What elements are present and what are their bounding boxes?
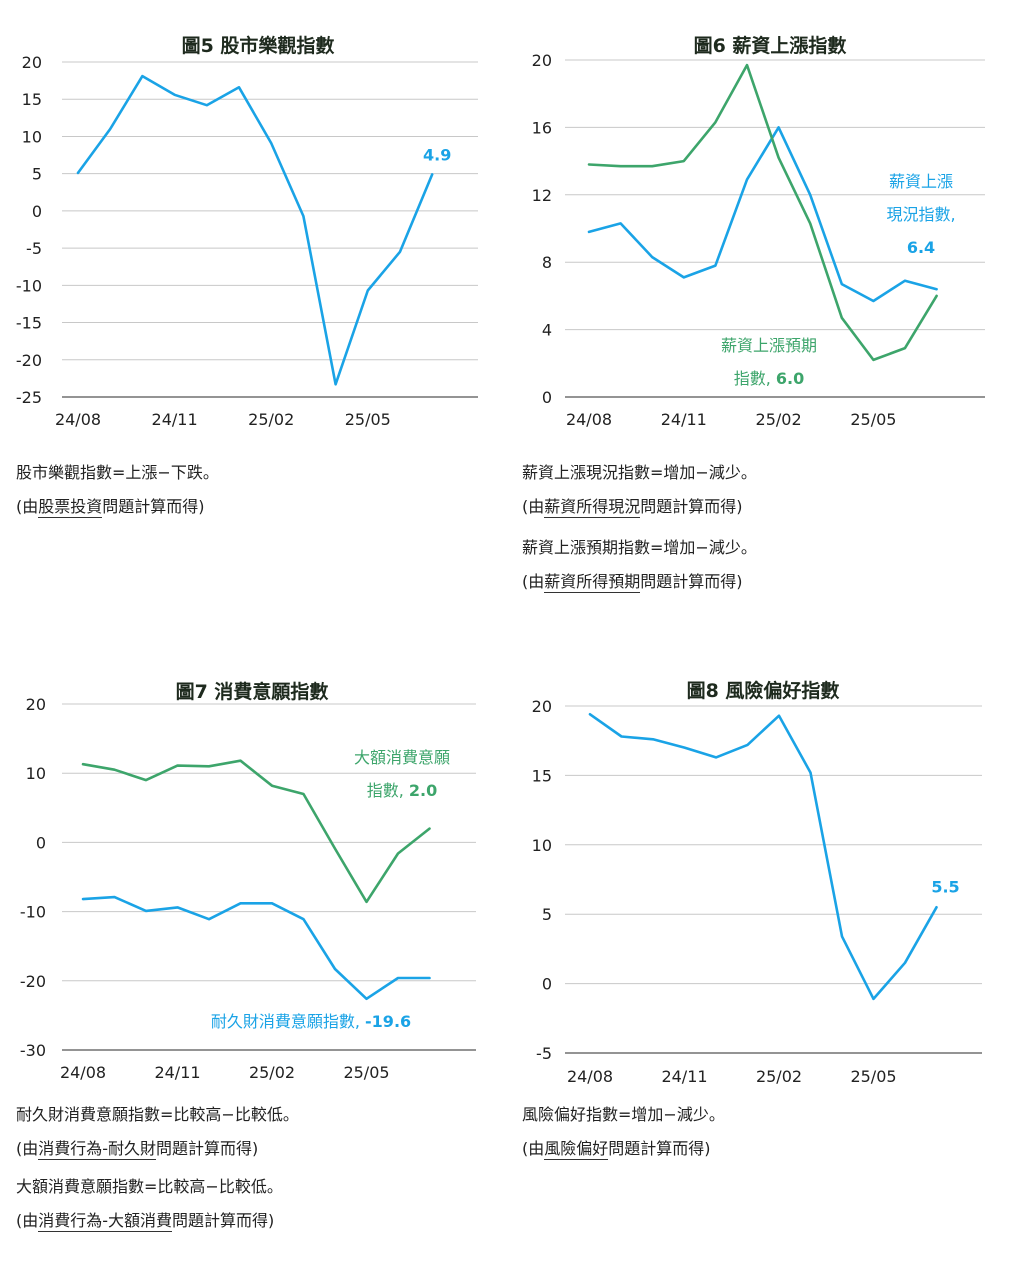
x-tick-label: 25/02 xyxy=(756,410,802,429)
chart-note: (由消費行為-大額消費問題計算而得) xyxy=(16,1211,275,1232)
series-line-blue xyxy=(587,126,938,303)
chart-c7: 圖7 消費意願指數 20 10 0 -10 -20 -30 24/08 24/11 25/02 25… xyxy=(20,680,476,1082)
chart-note: (由薪資所得現況問題計算而得) xyxy=(522,497,743,518)
y-tick-label: 15 xyxy=(532,766,552,785)
series-label-line: 薪資上漲 xyxy=(889,172,953,191)
x-tick-label: 24/11 xyxy=(661,1067,707,1086)
chart-note: (由股票投資問題計算而得) xyxy=(16,497,205,518)
y-tick-label: 10 xyxy=(22,127,42,146)
chart-note: 大額消費意願指數=比較高−比較低。 xyxy=(16,1177,283,1196)
series-line-blue xyxy=(588,712,938,1001)
y-tick-label: 20 xyxy=(26,695,46,714)
y-tick-label: 10 xyxy=(532,836,552,855)
note-underlined-term: 薪資所得預期 xyxy=(544,572,641,593)
y-tick-label: 20 xyxy=(532,51,552,70)
x-tick-label: 24/11 xyxy=(154,1063,200,1082)
chart-note: (由風險偏好問題計算而得) xyxy=(522,1139,711,1160)
series-label-line: 現況指數, xyxy=(886,205,955,224)
y-tick-label: -5 xyxy=(536,1044,552,1063)
y-tick-label: 0 xyxy=(36,833,46,852)
chart-c8: 圖8 風險偏好指數 20 15 10 5 0 -5 24/08 24/11 25/02 25/05 5… xyxy=(532,679,982,1086)
y-tick-label: 5 xyxy=(542,905,552,924)
series-label-line: 大額消費意願 xyxy=(354,748,450,767)
chart-title: 圖6 薪資上漲指數 xyxy=(694,34,847,57)
y-tick-label: 0 xyxy=(542,975,552,994)
y-tick-label: 0 xyxy=(542,388,552,407)
x-tick-label: 24/08 xyxy=(567,1067,613,1086)
y-tick-label: 8 xyxy=(542,253,552,272)
chart-title: 圖5 股市樂觀指數 xyxy=(182,34,335,57)
chart-note: 薪資上漲預期指數=增加−減少。 xyxy=(522,538,757,557)
y-tick-label: -25 xyxy=(16,388,42,407)
series-line-green xyxy=(81,759,431,904)
chart-note: (由薪資所得預期問題計算而得) xyxy=(522,572,743,593)
chart-title: 圖7 消費意願指數 xyxy=(176,680,329,703)
series-label-line: 薪資上漲預期 xyxy=(721,336,817,355)
note-underlined-term: 風險偏好 xyxy=(544,1139,609,1160)
x-tick-label: 24/08 xyxy=(60,1063,106,1082)
y-tick-label: 20 xyxy=(22,53,42,72)
y-tick-label: 15 xyxy=(22,90,42,109)
x-tick-label: 25/02 xyxy=(756,1067,802,1086)
y-tick-label: 20 xyxy=(532,697,552,716)
note-underlined-term: 消費行為-大額消費 xyxy=(38,1211,173,1232)
series-line-blue xyxy=(81,895,431,1001)
chart-title: 圖8 風險偏好指數 xyxy=(687,679,840,702)
x-tick-label: 24/08 xyxy=(55,410,101,429)
y-tick-label: 12 xyxy=(532,186,552,205)
series-label-line: 6.4 xyxy=(907,238,935,257)
y-tick-label: 16 xyxy=(532,118,552,137)
chart-c5: 圖5 股市樂觀指數 20 15 10 5 0 -5 -10 -15 -20 -25 24/08 24/1… xyxy=(16,34,478,429)
y-tick-label: 5 xyxy=(32,165,42,184)
y-tick-label: -30 xyxy=(20,1041,46,1060)
end-value-label: 5.5 xyxy=(931,877,959,896)
y-tick-label: -5 xyxy=(26,239,42,258)
end-value-label: 4.9 xyxy=(423,145,451,164)
chart-note: 風險偏好指數=增加−減少。 xyxy=(522,1105,725,1124)
x-tick-label: 25/05 xyxy=(343,1063,389,1082)
y-tick-label: -20 xyxy=(16,351,42,370)
y-tick-label: -10 xyxy=(20,903,46,922)
note-underlined-term: 股票投資 xyxy=(38,497,103,518)
note-underlined-term: 消費行為-耐久財 xyxy=(38,1139,157,1160)
note-underlined-term: 薪資所得現況 xyxy=(544,497,641,518)
series-label-line: 指數, 6.0 xyxy=(734,369,805,388)
x-tick-label: 25/05 xyxy=(850,1067,896,1086)
series-line-green xyxy=(587,63,938,362)
series-label-line: 耐久財消費意願指數, -19.6 xyxy=(211,1012,411,1031)
chart-c6: 圖6 薪資上漲指數 20 16 12 8 4 0 24/08 24/11 25/02 25/05 薪資… xyxy=(532,34,985,429)
x-tick-label: 25/02 xyxy=(248,410,294,429)
x-tick-label: 24/11 xyxy=(661,410,707,429)
y-tick-label: 0 xyxy=(32,202,42,221)
x-tick-label: 25/05 xyxy=(345,410,391,429)
series-label-line: 指數, 2.0 xyxy=(367,781,438,800)
x-tick-label: 25/05 xyxy=(850,410,896,429)
x-tick-label: 25/02 xyxy=(249,1063,295,1082)
x-tick-label: 24/11 xyxy=(152,410,198,429)
x-tick-label: 24/08 xyxy=(566,410,612,429)
chart-note: (由消費行為-耐久財問題計算而得) xyxy=(16,1139,259,1160)
series-line-blue xyxy=(76,74,434,386)
chart-note: 股市樂觀指數=上漲−下跌。 xyxy=(16,463,219,482)
chart-note: 薪資上漲現況指數=增加−減少。 xyxy=(522,463,757,482)
chart-note: 耐久財消費意願指數=比較高−比較低。 xyxy=(16,1105,299,1124)
y-tick-label: -15 xyxy=(16,314,42,333)
y-tick-label: 4 xyxy=(542,321,552,340)
y-tick-label: 10 xyxy=(26,764,46,783)
y-tick-label: -20 xyxy=(20,972,46,991)
y-tick-label: -10 xyxy=(16,276,42,295)
